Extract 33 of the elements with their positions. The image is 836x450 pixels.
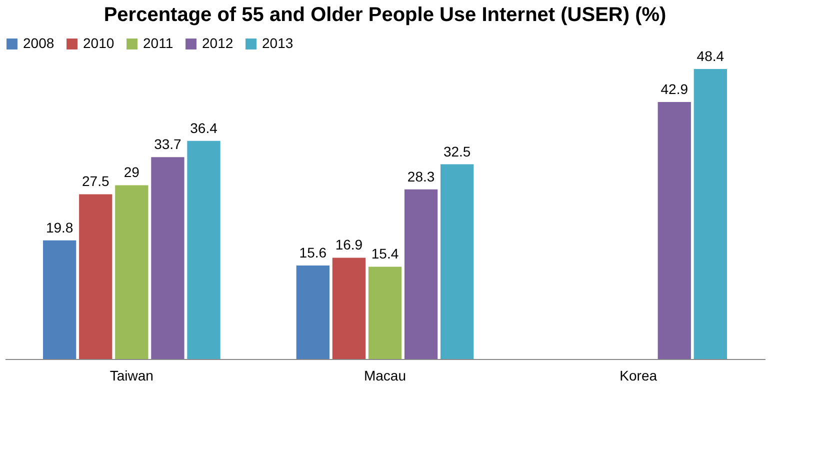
legend-label: 2011 <box>143 35 174 51</box>
bar <box>332 258 366 359</box>
x-tick-label: Korea <box>620 368 658 384</box>
legend-label: 2008 <box>23 35 54 51</box>
legend-label: 2013 <box>262 35 294 51</box>
data-label: 32.5 <box>443 143 471 160</box>
bar <box>187 140 220 359</box>
bar <box>368 266 402 359</box>
data-label: 48.4 <box>696 48 724 64</box>
data-label: 42.9 <box>660 80 688 97</box>
bar <box>79 194 112 359</box>
data-label: 16.9 <box>335 236 363 253</box>
bar <box>404 189 438 359</box>
x-tick-label: Taiwan <box>110 368 154 384</box>
bar <box>658 102 691 359</box>
bar <box>43 240 76 359</box>
legend-label: 2012 <box>202 35 234 51</box>
chart-title: Percentage of 55 and Older People Use Internet (USER) (%) <box>104 4 666 26</box>
data-label: 36.4 <box>190 120 218 136</box>
bar <box>694 69 727 359</box>
data-label: 15.4 <box>371 246 399 262</box>
x-tick-label: Macau <box>364 368 406 384</box>
data-label: 15.6 <box>299 244 327 261</box>
bar <box>151 157 184 359</box>
data-label: 28.3 <box>407 168 435 184</box>
bar <box>296 266 330 359</box>
bar <box>115 185 148 359</box>
data-label: 27.5 <box>82 173 110 190</box>
bar <box>440 164 474 359</box>
data-label: 33.7 <box>154 136 182 152</box>
data-label: 29 <box>124 164 140 180</box>
legend-label: 2010 <box>83 35 114 51</box>
data-label: 19.8 <box>46 219 74 236</box>
